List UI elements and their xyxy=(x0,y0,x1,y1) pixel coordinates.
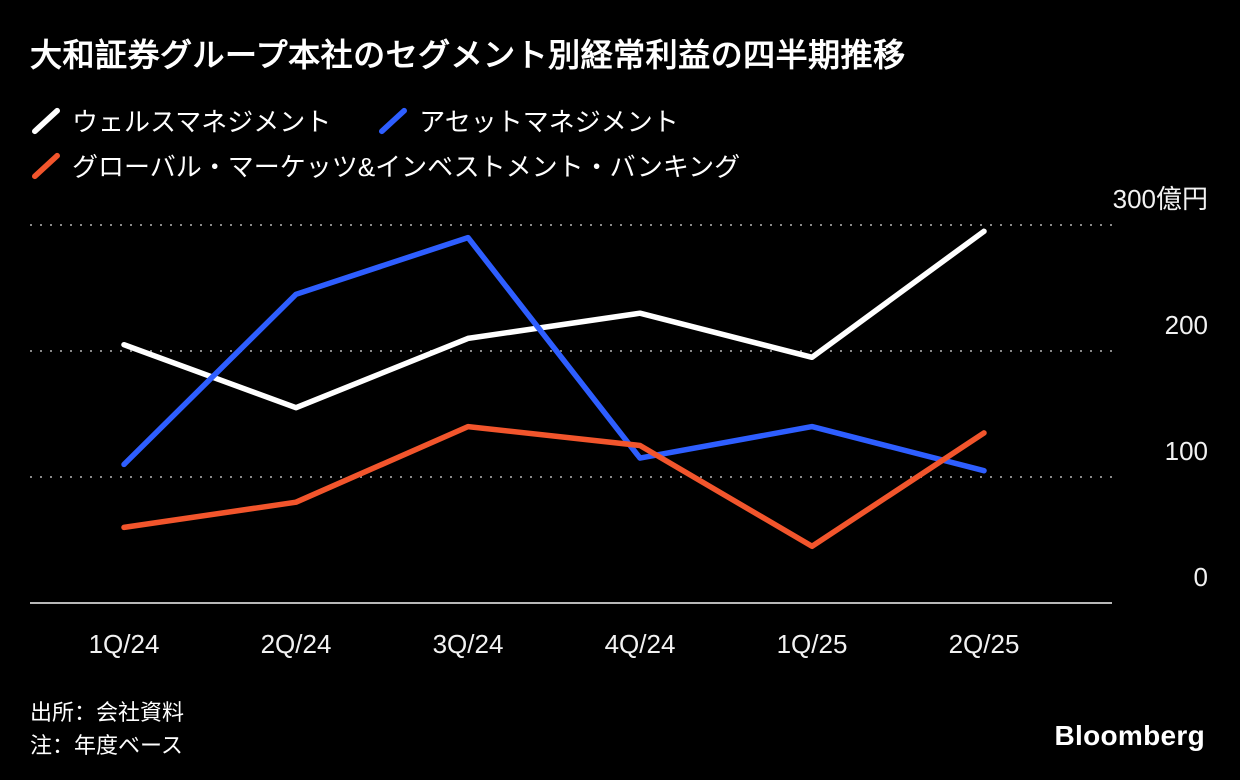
legend-label: グローバル・マーケッツ&インベストメント・バンキング xyxy=(72,152,741,182)
legend-label: ウェルスマネジメント xyxy=(72,107,332,137)
basis-note: 注：年度ベース xyxy=(30,733,183,758)
x-axis-tick-label: 2Q/24 xyxy=(261,629,332,659)
legend-item-wealth-management: ウェルスマネジメント xyxy=(30,102,331,139)
series-line-2 xyxy=(121,423,987,550)
chart-title: 大和証券グループ本社のセグメント別経常利益の四半期推移 xyxy=(30,37,906,73)
y-axis-tick-label: 100 xyxy=(1165,436,1208,466)
legend-item-global-markets-ib: グローバル・マーケッツ&インベストメント・バンキング xyxy=(30,147,740,184)
series-line-1 xyxy=(121,234,987,474)
x-axis-tick-label: 2Q/25 xyxy=(949,629,1020,659)
y-axis-tick-label: 0 xyxy=(1194,562,1208,592)
line-chart: 0 100 200 300億円 1Q/24 2Q/24 3Q/24 4Q/24 1Q/25 2Q/… xyxy=(30,184,1208,659)
legend-item-asset-management: アセットマネジメント xyxy=(377,102,679,139)
source-note: 出所：会社資料 xyxy=(30,700,185,725)
x-axis-tick-label: 1Q/25 xyxy=(777,629,848,659)
bloomberg-logo: Bloomberg xyxy=(1054,720,1205,751)
y-axis-tick-label: 200 xyxy=(1165,310,1208,340)
x-axis-tick-label: 3Q/24 xyxy=(433,629,504,659)
x-axis-tick-label: 1Q/24 xyxy=(89,629,160,659)
x-axis-tick-label: 4Q/24 xyxy=(605,629,676,659)
chart-legend: ウェルスマネジメント アセットマネジメント グローバル・マーケッツ&インベストメ… xyxy=(30,102,1190,184)
legend-swatch-icon xyxy=(31,107,60,134)
legend-label: アセットマネジメント xyxy=(419,107,679,137)
y-axis-tick-label: 300億円 xyxy=(1113,184,1208,214)
legend-swatch-icon xyxy=(379,107,408,134)
legend-swatch-icon xyxy=(31,152,60,179)
series-line-0 xyxy=(121,228,987,411)
